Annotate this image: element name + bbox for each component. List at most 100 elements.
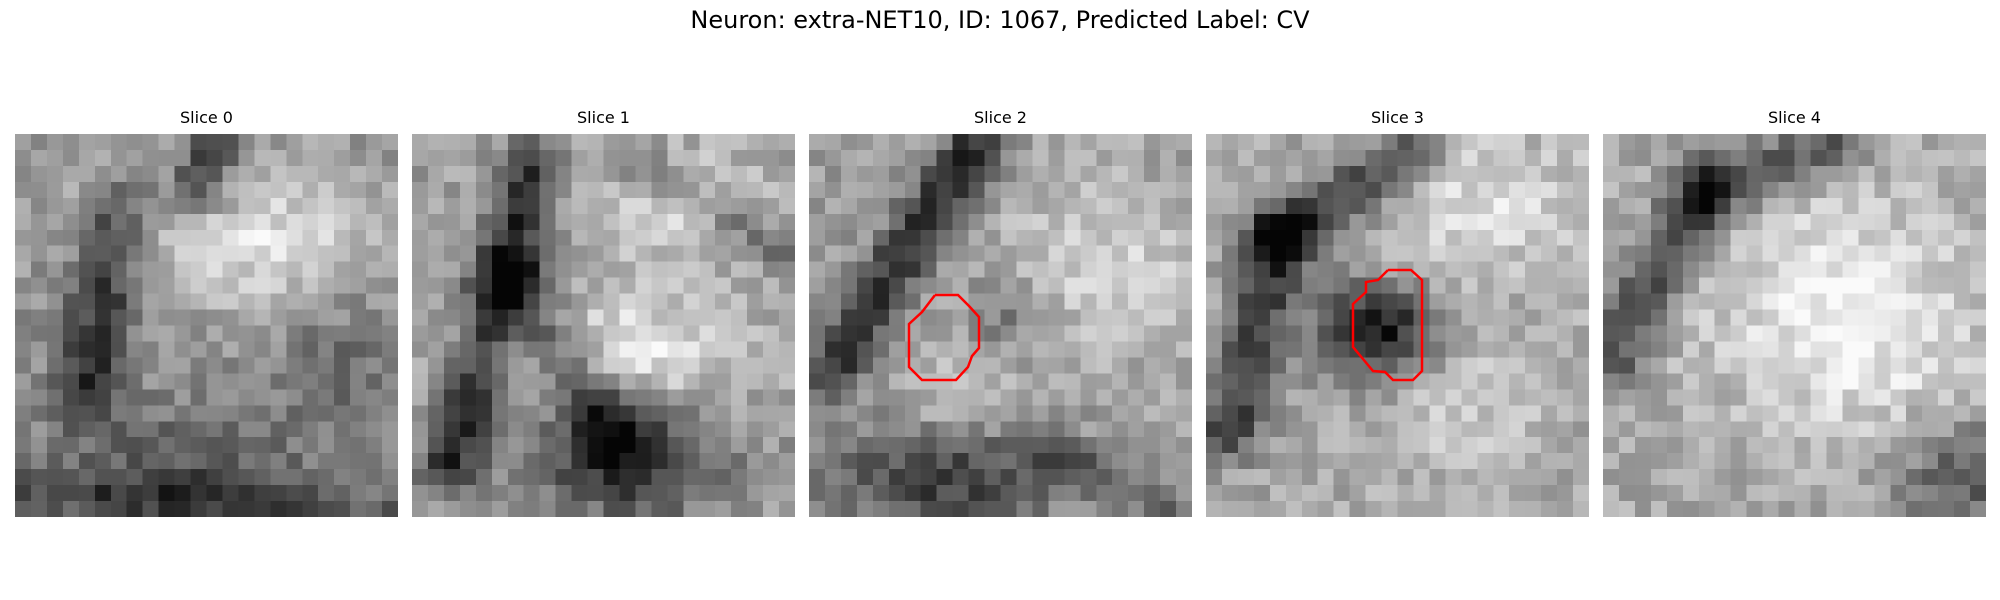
pixel-cell [731,149,748,167]
pixel-cell [1603,389,1620,406]
pixel-cell [443,437,461,454]
pixel-cell [1477,421,1494,438]
pixel-cell [1176,453,1192,470]
pixel-cell [1253,213,1271,231]
pixel-cell [1525,341,1542,359]
pixel-cell [619,501,637,517]
pixel-cell [888,213,906,231]
pixel-cell [747,165,764,183]
pixel-cell [1650,213,1668,231]
pixel-cell [443,197,461,215]
pixel-cell [238,261,255,279]
pixel-cell [126,389,144,406]
pixel-cell [1810,261,1828,279]
pixel-cell [1954,341,1971,359]
pixel-cell [366,389,383,406]
pixel-cell [427,437,445,454]
pixel-cell [699,309,716,327]
pixel-cell [1603,437,1620,454]
pixel-cell [507,485,525,502]
pixel-cell [286,149,303,167]
pixel-cell [1858,373,1875,390]
pixel-cell [334,357,351,374]
pixel-cell [571,373,589,390]
pixel-cell [619,134,637,151]
pixel-cell [1746,245,1764,263]
pixel-cell [635,437,652,454]
pixel-cell [555,501,573,517]
pixel-cell [1445,134,1462,151]
pixel-cell [1938,181,1955,199]
pixel-cell [1746,325,1764,343]
pixel-cell [747,277,764,295]
slice-image-3 [1206,134,1589,517]
pixel-cell [1477,149,1494,167]
pixel-cell [1698,261,1716,279]
pixel-cell [1048,341,1065,359]
pixel-cell [635,277,652,295]
pixel-cell [1826,245,1843,263]
pixel-cell [270,261,287,279]
pixel-cell [1000,309,1018,327]
pixel-cell [1461,373,1478,390]
pixel-cell [1890,405,1907,422]
pixel-cell [1778,293,1796,311]
pixel-cell [412,469,429,486]
pixel-cell [1762,341,1780,359]
pixel-cell [1650,197,1668,215]
pixel-cell [270,357,287,374]
pixel-cell [888,261,906,279]
pixel-cell [1970,453,1986,470]
pixel-cell [747,213,764,231]
pixel-cell [1730,437,1748,454]
pixel-cell [1970,373,1986,390]
pixel-cell [1874,309,1891,327]
pixel-cell [190,213,208,231]
pixel-cell [1954,293,1971,311]
pixel-cell [1794,213,1812,231]
pixel-cell [1746,469,1764,486]
pixel-cell [491,325,509,343]
pixel-cell [856,325,874,343]
pixel-cell [1128,245,1145,263]
pixel-cell [1762,134,1780,151]
pixel-cell [1064,373,1081,390]
pixel-cell [683,134,700,151]
pixel-cell [904,325,922,343]
pixel-cell [1144,181,1161,199]
pixel-cell [1890,277,1907,295]
pixel-cell [142,165,160,183]
pixel-cell [1349,229,1367,247]
pixel-cell [872,309,890,327]
pixel-cell [683,245,700,263]
pixel-cell [1381,469,1399,486]
pixel-cell [984,181,1002,199]
pixel-cell [142,405,160,422]
pixel-cell [1682,389,1700,406]
pixel-cell [254,261,271,279]
pixel-cell [1112,357,1129,374]
pixel-cell [809,181,826,199]
pixel-cell [366,293,383,311]
pixel-cell [1842,309,1859,327]
pixel-cell [1032,181,1049,199]
pixel-cell [1080,501,1097,517]
pixel-cell [699,277,716,295]
pixel-cell [254,469,271,486]
pixel-cell [222,277,240,295]
pixel-cell [1858,245,1875,263]
pixel-cell [1493,373,1510,390]
pixel-cell [1541,149,1558,167]
pixel-cell [1842,165,1859,183]
pixel-cell [1269,389,1287,406]
pixel-cell [1253,437,1271,454]
pixel-cell [1333,501,1351,517]
pixel-cell [1285,501,1303,517]
pixel-cell [1874,213,1891,231]
pixel-cell [763,373,780,390]
pixel-cell [412,229,429,247]
pixel-cell [1397,309,1415,327]
pixel-cell [350,405,367,422]
pixel-cell [809,437,826,454]
pixel-cell [1237,501,1255,517]
